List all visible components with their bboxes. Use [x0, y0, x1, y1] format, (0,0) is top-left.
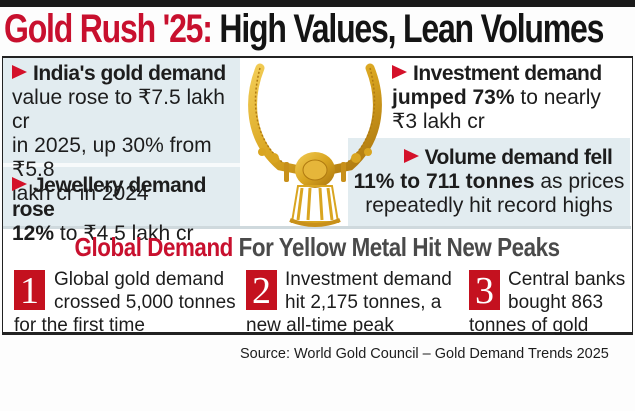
- title-red: Gold Rush '25:: [4, 7, 213, 51]
- right-bottom-panel: [348, 138, 630, 226]
- fact-3-line2: bought 863: [508, 292, 604, 313]
- highlight-bold: 11% to 711 tonnes: [353, 170, 535, 193]
- highlight-line: ₹3 lakh cr: [392, 110, 485, 133]
- arrow-icon: [392, 65, 407, 79]
- highlight-headline: Volume demand fell: [424, 146, 613, 169]
- highlight-line: in 2025, up 30% from ₹5.8: [12, 134, 212, 181]
- highlight-line: repeatedly hit record highs: [365, 194, 613, 217]
- highlight-jewellery-demand: Jewellery demand rose 12% to ₹4.5 lakh c…: [12, 174, 247, 246]
- highlight-headline: India's gold demand: [33, 62, 226, 85]
- fact-3-line1: Central banks: [508, 269, 626, 290]
- fact-2-line3: new all-time peak: [246, 315, 394, 336]
- highlight-bold: jumped 73%: [392, 86, 515, 109]
- highlight-text: as prices: [534, 170, 625, 193]
- source-credit: Source: World Gold Council – Gold Demand…: [240, 346, 609, 362]
- highlight-volume-demand: Volume demand fell 11% to 711 tonnes as …: [345, 146, 633, 218]
- page-title: Gold Rush '25: High Values, Lean Volumes: [4, 5, 604, 53]
- fact-number-badge: 2: [246, 270, 277, 312]
- fact-number-badge: 1: [14, 270, 45, 312]
- top-rule: [0, 0, 635, 7]
- gold-necklace-icon: [248, 63, 382, 227]
- fact-2-line1: Investment demand: [285, 269, 452, 290]
- highlight-line: value rose to ₹7.5 lakh cr: [12, 86, 225, 133]
- left-panel: [3, 58, 240, 226]
- section-divider: [3, 226, 631, 229]
- global-title-grey: For Yellow Metal Hit New Peaks: [233, 232, 561, 262]
- highlight-line: lakh cr in 2024: [12, 182, 149, 205]
- fact-1-line1: Global gold demand: [54, 269, 225, 290]
- highlight-investment-demand: Investment demand jumped 73% to nearly ₹…: [392, 62, 632, 134]
- highlight-text: to nearly: [514, 86, 601, 109]
- fact-2-line2: hit 2,175 tonnes, a: [285, 292, 442, 313]
- arrow-icon: [12, 177, 27, 191]
- highlight-bold: 12%: [12, 222, 55, 245]
- fact-number-badge: 3: [469, 270, 500, 312]
- global-title-red: Global Demand: [74, 232, 234, 262]
- fact-1-line2: crossed 5,000 tonnes: [54, 292, 236, 313]
- global-section-title: Global Demand For Yellow Metal Hit New P…: [0, 232, 635, 262]
- fact-3-line3: tonnes of gold: [469, 315, 589, 336]
- highlight-headline: Jewellery demand rose: [12, 174, 206, 221]
- arrow-icon: [403, 149, 419, 163]
- arrow-icon: [12, 65, 27, 79]
- highlight-india-demand: India's gold demand value rose to ₹7.5 l…: [12, 62, 242, 206]
- fact-1-line3: for the first time: [14, 315, 145, 336]
- highlight-text: to ₹4.5 lakh cr: [54, 222, 194, 245]
- title-black: High Values, Lean Volumes: [219, 7, 604, 51]
- left-panel-divider: [3, 163, 240, 167]
- highlight-headline: Investment demand: [413, 62, 602, 85]
